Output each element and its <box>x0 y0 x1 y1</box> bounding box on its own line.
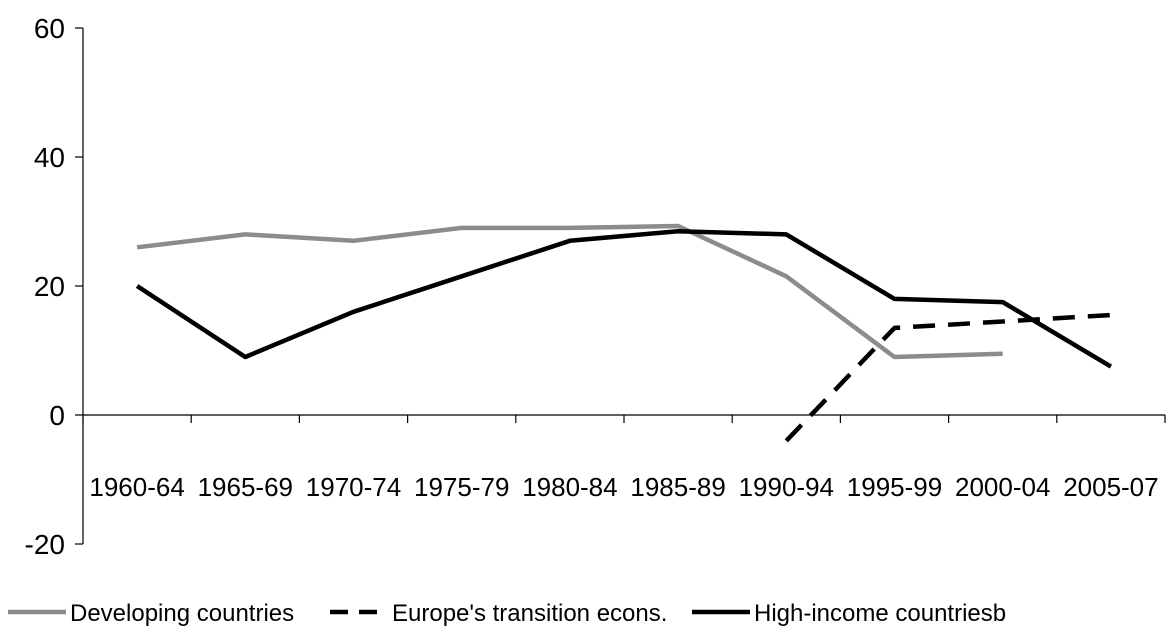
y-tick-label: 20 <box>34 271 65 302</box>
legend: Developing countries Europe's transition … <box>8 600 1006 627</box>
legend-label: Europe's transition econs. <box>392 600 667 627</box>
x-category-label: 1965-69 <box>198 472 293 502</box>
y-tick-label: 40 <box>34 142 65 173</box>
series-line-europe-s-transition-econs <box>784 312 1112 443</box>
x-category-label: 1995-99 <box>847 472 942 502</box>
x-category-label: 1990-94 <box>739 472 834 502</box>
y-tick-label: 0 <box>49 400 65 431</box>
x-category-label: 1980-84 <box>522 472 617 502</box>
series-lines <box>135 223 1113 443</box>
series-line-developing-countries <box>136 223 1003 360</box>
legend-label: High-income countriesb <box>754 600 1006 627</box>
legend-label: Developing countries <box>70 600 294 627</box>
x-category-label: 2000-04 <box>955 472 1050 502</box>
series-line-high-income-countriesb <box>135 228 1113 369</box>
axes: 60 40 20 0 -20 1960-64 1965-69 1970-74 1975-79 19… <box>25 13 1166 560</box>
x-category-label: 2005-07 <box>1063 472 1158 502</box>
x-category-label: 1970-74 <box>306 472 401 502</box>
y-tick-label: 60 <box>34 13 65 44</box>
x-category-label: 1960-64 <box>89 472 184 502</box>
x-category-label: 1985-89 <box>630 472 725 502</box>
y-tick-label: -20 <box>25 529 65 560</box>
x-category-label: 1975-79 <box>414 472 509 502</box>
